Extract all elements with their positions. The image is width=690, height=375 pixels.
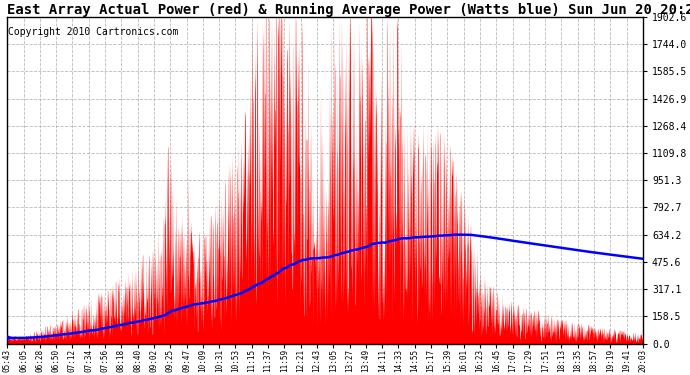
Text: Copyright 2010 Cartronics.com: Copyright 2010 Cartronics.com: [8, 27, 178, 37]
Text: East Array Actual Power (red) & Running Average Power (Watts blue) Sun Jun 20 20: East Array Actual Power (red) & Running …: [8, 3, 690, 17]
